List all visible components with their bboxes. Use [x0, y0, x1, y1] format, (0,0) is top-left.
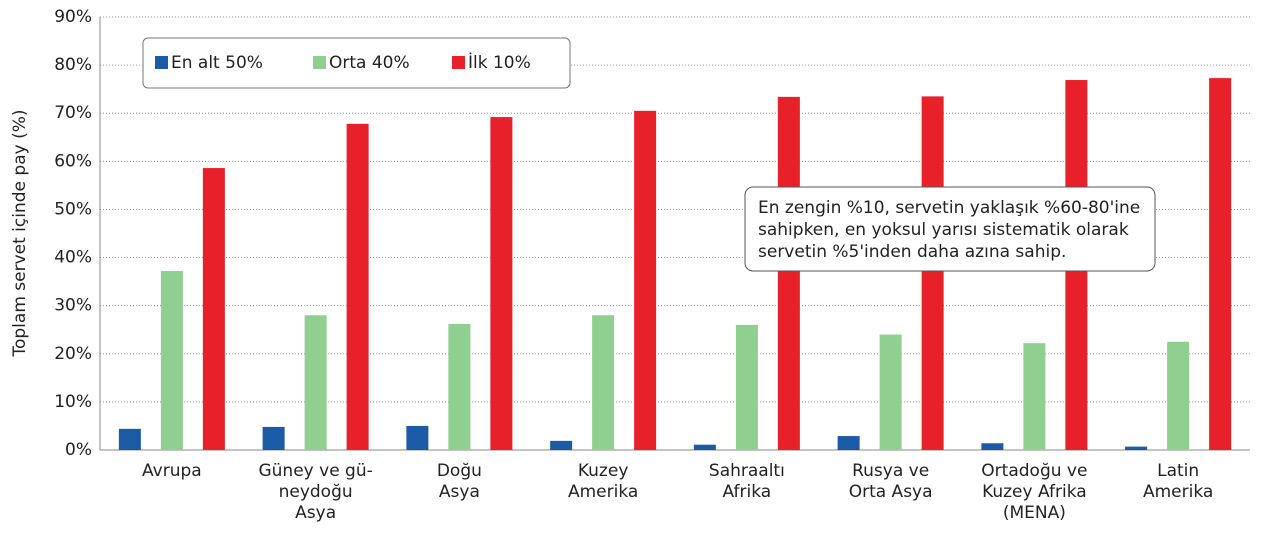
x-tick-label: neydoğu — [279, 482, 353, 502]
bar — [693, 444, 716, 450]
legend-box — [142, 37, 571, 89]
bar — [879, 334, 902, 450]
bar — [406, 425, 429, 450]
bar — [777, 96, 800, 450]
x-tick-label: (MENA) — [1003, 503, 1066, 523]
y-tick-label: 0% — [65, 440, 92, 460]
y-tick-label: 10% — [54, 392, 92, 412]
annotation-box — [744, 186, 1156, 272]
x-tick-label: Asya — [295, 503, 336, 523]
bar — [118, 428, 141, 450]
x-tick-label: Kuzey — [578, 461, 629, 481]
y-tick-label: 60% — [54, 151, 92, 171]
legend-label: İlk 10% — [468, 52, 531, 73]
x-tick-label: Amerika — [568, 482, 638, 502]
x-tick-label: Kuzey Afrika — [982, 482, 1087, 502]
bar — [1125, 446, 1148, 450]
bar — [592, 315, 615, 450]
bar — [448, 323, 471, 450]
bar — [160, 271, 183, 450]
legend-swatch — [155, 56, 168, 69]
bar — [735, 324, 758, 450]
bar — [634, 110, 657, 451]
x-tick-label: Rusya ve — [852, 461, 929, 481]
y-axis-label: Toplam servet içinde pay (%) — [10, 110, 30, 358]
bar — [550, 440, 573, 450]
legend-label: Orta 40% — [329, 53, 410, 73]
legend-swatch — [452, 56, 465, 69]
bar — [346, 123, 369, 450]
legend-swatch — [313, 56, 326, 69]
x-tick-label: Sahraaltı — [709, 461, 785, 481]
annotation-text: servetin %5'inden daha azına sahip. — [758, 242, 1066, 262]
x-tick-label: Amerika — [1143, 482, 1213, 502]
bar — [490, 117, 513, 451]
bar — [1167, 341, 1190, 450]
bar — [262, 426, 285, 450]
y-tick-label: 80% — [54, 55, 92, 75]
x-tick-label: Avrupa — [142, 461, 202, 481]
y-tick-label: 70% — [54, 103, 92, 123]
y-tick-label: 40% — [54, 248, 92, 268]
y-tick-label: 30% — [54, 296, 92, 316]
x-tick-label: Asya — [439, 482, 480, 502]
x-tick-label: Güney ve gü- — [258, 461, 372, 481]
bar — [1023, 343, 1046, 450]
bar — [304, 315, 327, 450]
bar — [981, 443, 1004, 450]
bar — [202, 168, 225, 450]
bar — [921, 96, 944, 450]
x-tick-label: Latin — [1157, 461, 1199, 481]
y-tick-label: 90% — [54, 7, 92, 27]
y-tick-label: 50% — [54, 199, 92, 219]
x-tick-label: Orta Asya — [849, 482, 933, 502]
x-tick-label: Afrika — [723, 482, 772, 502]
annotation-text: En zengin %10, servetin yaklaşık %60-80'… — [758, 198, 1140, 218]
x-tick-label: Ortadoğu ve — [981, 461, 1087, 481]
bar — [837, 436, 860, 450]
x-tick-label: Doğu — [437, 461, 482, 481]
bar — [1209, 78, 1232, 451]
y-tick-label: 20% — [54, 344, 92, 364]
legend-label: En alt 50% — [171, 53, 263, 73]
annotation-text: sahipken, en yoksul yarısı sistematik ol… — [758, 220, 1129, 240]
